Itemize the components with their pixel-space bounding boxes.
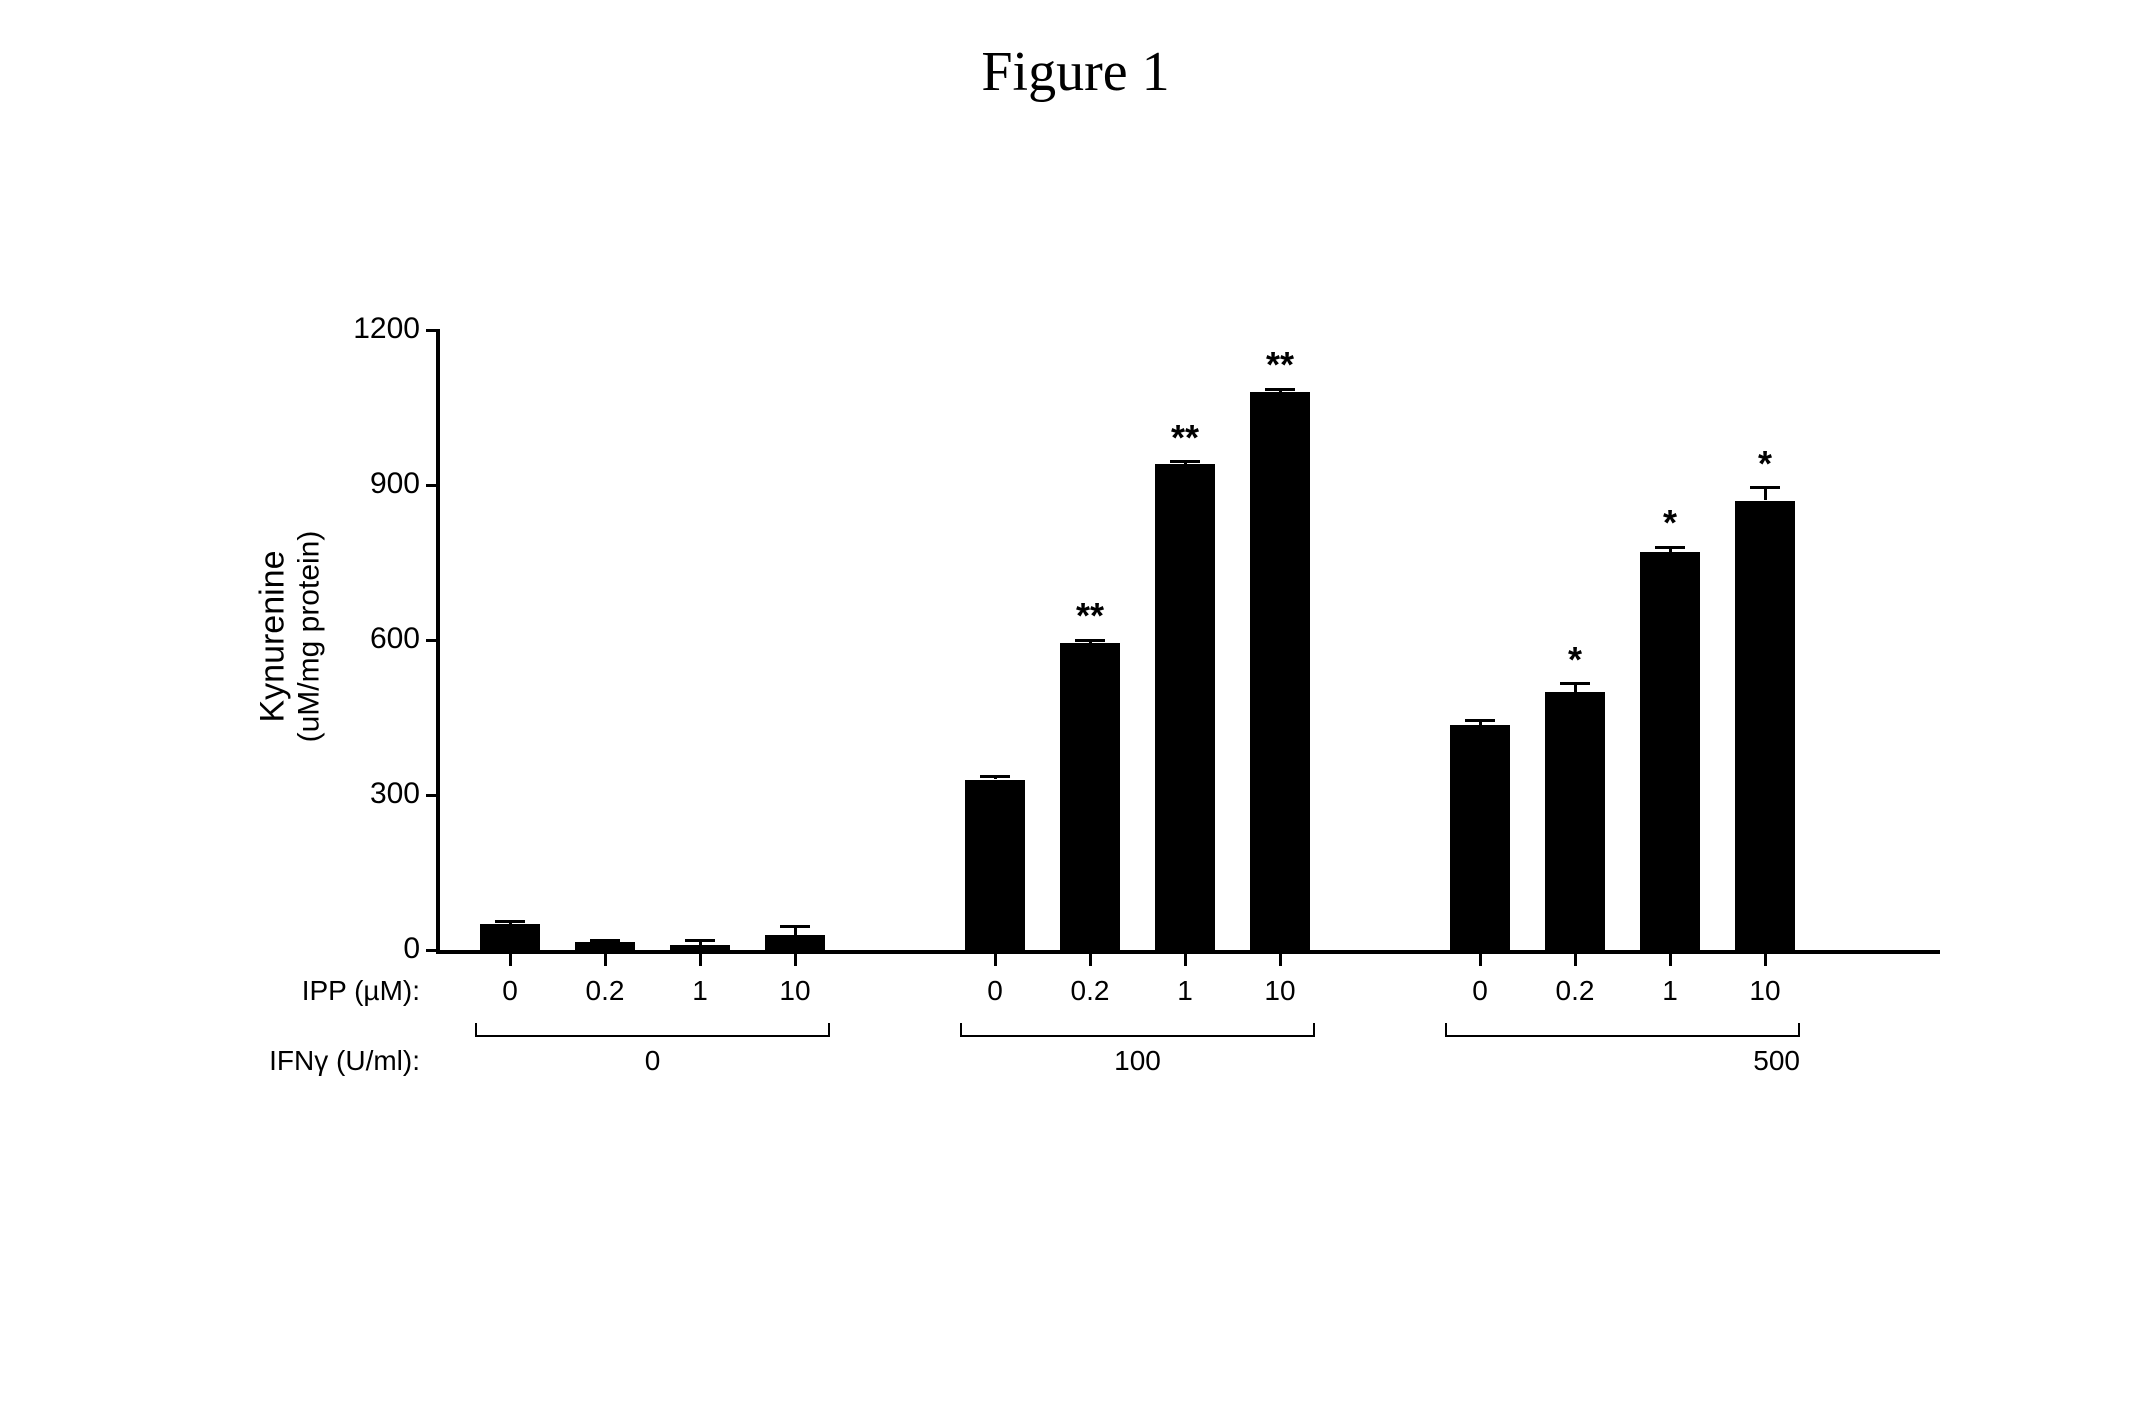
bar-chart: 0 300 600 900 1200 Kynurenine(uM/mg protein) *… (0, 0, 2151, 1414)
x-tick-label: 0 (470, 975, 550, 1007)
x-tick (1279, 954, 1282, 966)
error-bar-cap (1170, 460, 1200, 463)
data-bar (965, 780, 1025, 951)
data-bar (1735, 501, 1795, 951)
error-bar-cap (495, 920, 525, 923)
significance-marker: * (1630, 502, 1710, 544)
y-tick (426, 794, 440, 797)
x-tick-label: 10 (755, 975, 835, 1007)
x-tick-label: 0.2 (1535, 975, 1615, 1007)
error-bar-cap (590, 939, 620, 942)
error-bar-cap (685, 939, 715, 942)
error-bar-cap (1750, 486, 1780, 489)
error-bar-cap (980, 775, 1010, 778)
group-label: 0 (475, 1045, 830, 1077)
page-root: Figure 1 03006009001200Kynurenine(uM/mg … (0, 0, 2151, 1414)
x-tick (1764, 954, 1767, 966)
y-tick-label: 600 (330, 622, 420, 656)
y-axis-label: Kynurenine(uM/mg protein) (254, 437, 327, 837)
x-tick (699, 954, 702, 966)
error-bar-cap (1655, 546, 1685, 549)
error-bar-cap (1560, 682, 1590, 685)
x-tick-label: 0 (955, 975, 1035, 1007)
group-bracket-end (475, 1023, 477, 1037)
significance-marker: ** (1240, 344, 1320, 386)
x-tick-label: 1 (1630, 975, 1710, 1007)
error-bar-cap (1465, 719, 1495, 722)
group-bracket (960, 1035, 1315, 1037)
error-bar-cap (1265, 388, 1295, 391)
group-bracket (1445, 1035, 1800, 1037)
significance-marker: ** (1145, 417, 1225, 459)
data-bar (1155, 464, 1215, 950)
group-label: 100 (960, 1045, 1315, 1077)
error-bar-cap (1075, 639, 1105, 642)
x-tick-label: 1 (1145, 975, 1225, 1007)
x-row-label-ifn: IFNγ (U/ml): (210, 1045, 420, 1077)
x-tick (794, 954, 797, 966)
y-tick (426, 484, 440, 487)
data-bar (670, 945, 730, 950)
x-axis-line (436, 950, 1940, 954)
x-tick-label: 10 (1725, 975, 1805, 1007)
data-bar (480, 924, 540, 950)
x-tick-label: 0.2 (565, 975, 645, 1007)
x-tick (1479, 954, 1482, 966)
group-bracket-end (1445, 1023, 1447, 1037)
y-tick (426, 949, 440, 952)
data-bar (1450, 725, 1510, 950)
x-tick-label: 0 (1440, 975, 1520, 1007)
group-bracket-end (828, 1023, 830, 1037)
y-tick-label: 0 (330, 932, 420, 966)
y-tick-label: 300 (330, 777, 420, 811)
data-bar (1060, 643, 1120, 950)
group-bracket (475, 1035, 830, 1037)
data-bar (575, 942, 635, 950)
data-bar (765, 935, 825, 951)
error-bar (1764, 488, 1767, 501)
error-bar-cap (780, 925, 810, 928)
x-tick (1574, 954, 1577, 966)
x-tick-label: 1 (660, 975, 740, 1007)
x-tick (1184, 954, 1187, 966)
significance-marker: * (1725, 443, 1805, 485)
group-bracket-end (1798, 1023, 1800, 1037)
x-tick (994, 954, 997, 966)
y-tick-label: 1200 (330, 312, 420, 346)
x-row-label-ipp: IPP (µM): (210, 975, 420, 1007)
x-tick (509, 954, 512, 966)
significance-marker: ** (1050, 595, 1130, 637)
group-label: 500 (1445, 1045, 1800, 1077)
x-tick (1089, 954, 1092, 966)
y-tick-label: 900 (330, 467, 420, 501)
y-tick (426, 329, 440, 332)
x-tick (1669, 954, 1672, 966)
data-bar (1545, 692, 1605, 950)
x-tick (604, 954, 607, 966)
x-tick-label: 0.2 (1050, 975, 1130, 1007)
data-bar (1640, 552, 1700, 950)
group-bracket-end (960, 1023, 962, 1037)
data-bar (1250, 392, 1310, 950)
x-tick-label: 10 (1240, 975, 1320, 1007)
significance-marker: * (1535, 639, 1615, 681)
group-bracket-end (1313, 1023, 1315, 1037)
y-tick (426, 639, 440, 642)
